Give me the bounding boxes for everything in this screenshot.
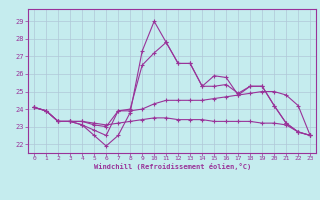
X-axis label: Windchill (Refroidissement éolien,°C): Windchill (Refroidissement éolien,°C) — [93, 163, 251, 170]
